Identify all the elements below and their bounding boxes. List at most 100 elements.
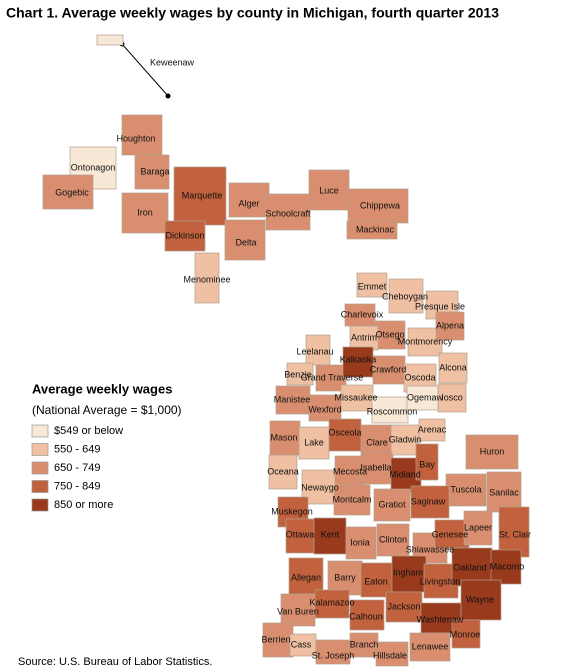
county-label: Iosco xyxy=(441,392,463,402)
chart-title: Chart 1. Average weekly wages by county … xyxy=(6,5,499,21)
county-label: Clare xyxy=(366,437,388,447)
county xyxy=(361,451,393,485)
county xyxy=(334,455,366,489)
county-label: Kalamazoo xyxy=(309,597,354,607)
county-label: Ionia xyxy=(350,537,370,547)
county xyxy=(268,454,298,490)
county-label: Gogebic xyxy=(55,187,89,197)
county-label: Branch xyxy=(350,639,379,649)
county-label: Cheboygan xyxy=(382,291,428,301)
county xyxy=(42,174,94,210)
county-label: Gratiot xyxy=(378,499,406,509)
county-label: Osceola xyxy=(328,427,361,437)
county xyxy=(451,619,481,649)
county-label: Otsego xyxy=(375,329,404,339)
county-label: Schoolcraft xyxy=(265,208,311,218)
county-label: Lake xyxy=(304,437,324,447)
legend-subtitle: (National Average = $1,000) xyxy=(32,403,182,417)
county-label: Mackinac xyxy=(356,224,395,234)
county xyxy=(349,599,385,631)
county-label: Tuscola xyxy=(450,484,481,494)
county xyxy=(371,396,409,424)
county-label: Ingham xyxy=(393,567,423,577)
county-label: Mason xyxy=(270,432,297,442)
county-label: Cass xyxy=(291,639,312,649)
county-label: Clinton xyxy=(379,534,407,544)
county-label: Chippewa xyxy=(360,200,400,210)
county-label: Mecosta xyxy=(333,466,367,476)
legend-swatch xyxy=(31,461,49,475)
county-label: St. Clair xyxy=(499,529,531,539)
county-label: Wayne xyxy=(466,594,494,604)
county xyxy=(346,220,398,240)
county xyxy=(372,355,406,385)
county-label: Shiawassee xyxy=(406,544,455,554)
county-label: Jackson xyxy=(387,601,420,611)
county xyxy=(373,488,411,522)
county xyxy=(438,352,468,384)
legend: Average weekly wages (National Average =… xyxy=(31,381,182,512)
county-label: Baraga xyxy=(140,166,169,176)
county-label: Berrien xyxy=(261,634,290,644)
county xyxy=(340,384,374,412)
county xyxy=(437,383,467,413)
county xyxy=(465,434,519,470)
legend-title: Average weekly wages xyxy=(32,381,172,396)
county-label: Crawford xyxy=(370,364,407,374)
county-label: Midland xyxy=(389,469,421,479)
county-label: Livingston xyxy=(420,576,461,586)
county xyxy=(390,424,420,456)
county-label: Missaukee xyxy=(334,392,377,402)
county xyxy=(298,426,330,460)
legend-label: 850 or more xyxy=(54,499,113,511)
county-label: Antrim xyxy=(351,332,377,342)
county-label: Kent xyxy=(321,529,340,539)
county-label: St. Joseph xyxy=(312,650,355,660)
county-label: Ogemaw xyxy=(407,392,444,402)
county-label: Kalkaska xyxy=(340,354,377,364)
county xyxy=(121,114,163,156)
county-label: Bay xyxy=(419,459,435,469)
county-label: Lenawee xyxy=(412,641,449,651)
county xyxy=(164,220,206,252)
county xyxy=(374,320,406,350)
county-label: Barry xyxy=(334,572,356,582)
county xyxy=(228,182,270,218)
county xyxy=(315,639,351,665)
county-label: Manistee xyxy=(274,394,311,404)
county-label: Hillsdale xyxy=(373,650,407,660)
county xyxy=(376,523,410,557)
county-label: Iron xyxy=(137,207,153,217)
county xyxy=(96,34,124,46)
county xyxy=(463,510,493,546)
county-label: Luce xyxy=(319,185,339,195)
county-label: Menominee xyxy=(183,274,230,284)
county xyxy=(288,557,324,595)
county-label: Isabella xyxy=(360,462,391,472)
county xyxy=(406,385,440,411)
county xyxy=(409,632,451,662)
county xyxy=(173,166,227,226)
county-label: Arenac xyxy=(418,424,447,434)
county xyxy=(356,272,388,298)
county-label: Oakland xyxy=(453,562,487,572)
legend-swatch xyxy=(31,498,49,512)
county-label: Huron xyxy=(480,446,505,456)
county-label: Macomb xyxy=(490,561,525,571)
county-label: Ontonagon xyxy=(71,162,116,172)
county-label: Alger xyxy=(238,198,259,208)
legend-label: 650 - 749 xyxy=(54,462,100,474)
leader-dot xyxy=(165,93,171,99)
county xyxy=(286,362,314,386)
county-label: Presque Isle xyxy=(415,301,465,311)
county-label: Allegan xyxy=(291,572,321,582)
county-label: Dickinson xyxy=(165,230,204,240)
county-label: Van Buren xyxy=(277,606,319,616)
county-label: Marquette xyxy=(182,190,223,200)
county xyxy=(134,154,170,190)
county xyxy=(121,192,169,234)
county xyxy=(435,311,465,341)
county xyxy=(360,562,394,598)
county-label: Lapeer xyxy=(464,522,492,532)
county-label: Delta xyxy=(235,237,256,247)
